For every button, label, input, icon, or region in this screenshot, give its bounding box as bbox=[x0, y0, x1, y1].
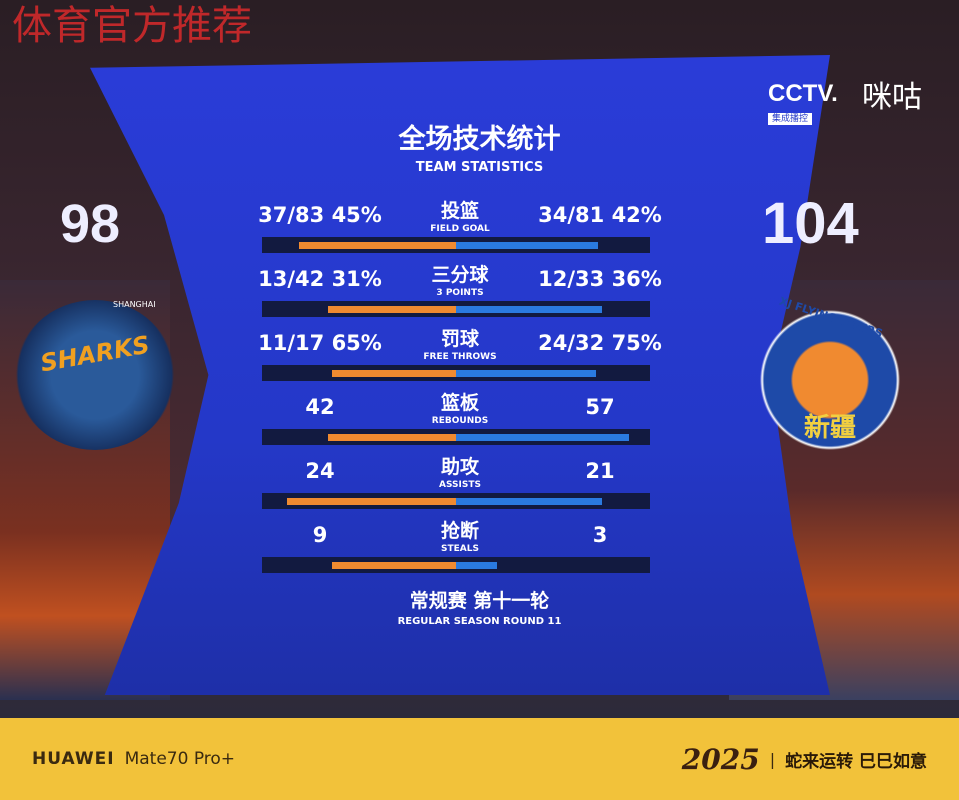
home-value: 42 bbox=[305, 395, 335, 419]
cctv-logo-text: CCTV. bbox=[768, 80, 838, 107]
comparison-track bbox=[262, 365, 650, 381]
away-value: 3 bbox=[592, 523, 608, 547]
home-value: 13/42 31% bbox=[258, 267, 382, 291]
home-bar bbox=[287, 498, 456, 505]
panel-title: 全场技术统计 bbox=[398, 124, 561, 155]
comparison-track bbox=[262, 557, 650, 573]
away-bar bbox=[456, 498, 602, 505]
stat-label: 篮板 bbox=[440, 392, 479, 414]
stat-label-en: 3 POINTS bbox=[436, 288, 484, 298]
home-score: 98 bbox=[60, 194, 121, 254]
stat-label: 投篮 bbox=[440, 200, 479, 222]
stat-label: 助攻 bbox=[440, 456, 479, 478]
stat-row: 42 篮板 REBOUNDS 57 bbox=[240, 392, 680, 455]
stat-label: 抢断 bbox=[440, 520, 479, 542]
home-value: 37/83 45% bbox=[258, 203, 382, 227]
away-value: 57 bbox=[585, 395, 615, 419]
home-bar bbox=[298, 242, 456, 249]
stat-label-en: ASSISTS bbox=[439, 480, 481, 490]
model: Mate70 Pro+ bbox=[124, 749, 236, 769]
home-bar bbox=[327, 306, 456, 313]
broadcast-photo: 体育官方推荐 CCTV. 集成播控 咪咕 98 104 SHANGHAI SHA… bbox=[0, 0, 959, 718]
comparison-track bbox=[262, 493, 650, 509]
away-bar bbox=[456, 370, 596, 377]
panel-subtitle: TEAM STATISTICS bbox=[415, 160, 544, 175]
away-value: 12/33 36% bbox=[538, 267, 662, 291]
stat-label: 三分球 bbox=[431, 264, 489, 286]
cctv-sub: 集成播控 bbox=[768, 113, 813, 125]
sharks-logo-sub: SHANGHAI bbox=[113, 300, 156, 309]
home-bar bbox=[327, 434, 456, 441]
cctv-logo: CCTV. 集成播控 bbox=[768, 82, 838, 125]
home-value: 9 bbox=[312, 523, 328, 547]
stat-row: 13/42 31% 三分球 3 POINTS 12/33 36% bbox=[240, 264, 680, 327]
brand: HUAWEI bbox=[32, 749, 115, 769]
stat-row: 9 抢断 STEALS 3 bbox=[240, 520, 680, 583]
stat-label-en: FIELD GOAL bbox=[430, 224, 490, 234]
away-value: 24/32 75% bbox=[538, 331, 662, 355]
tigers-logo-sub: 新疆 bbox=[803, 413, 856, 443]
stat-label: 罚球 bbox=[440, 328, 479, 350]
watermark: 体育官方推荐 bbox=[12, 3, 252, 49]
round-cn: 常规赛 第十一轮 bbox=[409, 590, 550, 612]
stat-row: 24 助攻 ASSISTS 21 bbox=[240, 456, 680, 519]
home-bar bbox=[331, 370, 456, 377]
stat-row: 37/83 45% 投篮 FIELD GOAL 34/81 42% bbox=[240, 200, 680, 263]
away-value: 34/81 42% bbox=[538, 203, 662, 227]
year-logo: 2025 bbox=[681, 742, 760, 776]
home-bar bbox=[331, 562, 456, 569]
comparison-track bbox=[262, 301, 650, 317]
divider: | bbox=[769, 749, 776, 769]
stat-label-en: STEALS bbox=[441, 544, 479, 554]
comparison-track bbox=[262, 429, 650, 445]
round-en: REGULAR SEASON ROUND 11 bbox=[397, 616, 562, 627]
phone-watermark-bar: HUAWEI Mate70 Pro+ 2025 | 蛇来运转 巳巳如意 bbox=[0, 718, 959, 800]
away-bar bbox=[456, 434, 629, 441]
home-value: 11/17 65% bbox=[258, 331, 382, 355]
away-score: 104 bbox=[762, 191, 859, 256]
sharks-logo-text: SHARKS bbox=[38, 330, 152, 378]
tigers-logo: XJ FLYING TIGERS 新疆 bbox=[755, 295, 905, 455]
comparison-track bbox=[262, 237, 650, 253]
stat-row: 11/17 65% 罚球 FREE THROWS 24/32 75% bbox=[240, 328, 680, 391]
away-bar bbox=[456, 562, 497, 569]
stat-label-en: REBOUNDS bbox=[431, 416, 489, 426]
migu-logo: 咪咕 bbox=[862, 80, 922, 115]
away-bar bbox=[456, 306, 602, 313]
home-value: 24 bbox=[305, 459, 335, 483]
away-value: 21 bbox=[585, 459, 615, 483]
stat-label-en: FREE THROWS bbox=[423, 352, 497, 362]
sharks-logo: SHANGHAI SHARKS bbox=[15, 300, 175, 450]
away-bar bbox=[456, 242, 598, 249]
slogan: 蛇来运转 巳巳如意 bbox=[785, 751, 927, 772]
